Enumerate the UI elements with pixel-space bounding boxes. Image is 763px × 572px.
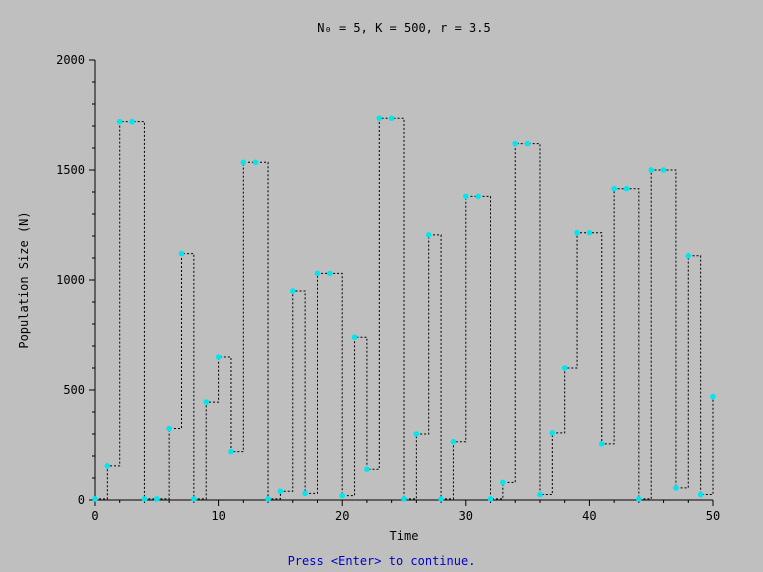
footer-prompt: Press <Enter> to continue. bbox=[288, 554, 476, 568]
chart-container: N₀ = 5, K = 500, r = 3.5 010203040500500… bbox=[0, 0, 763, 572]
population-chart: N₀ = 5, K = 500, r = 3.5 010203040500500… bbox=[0, 0, 763, 572]
y-axis-label: Population Size (N) bbox=[17, 211, 31, 348]
plot-area bbox=[92, 116, 716, 502]
svg-text:0: 0 bbox=[78, 493, 85, 507]
svg-text:40: 40 bbox=[582, 509, 596, 523]
svg-text:500: 500 bbox=[63, 383, 85, 397]
svg-text:0: 0 bbox=[91, 509, 98, 523]
axes: 010203040500500100015002000 bbox=[56, 53, 720, 523]
svg-text:2000: 2000 bbox=[56, 53, 85, 67]
chart-title: N₀ = 5, K = 500, r = 3.5 bbox=[317, 21, 490, 35]
svg-text:10: 10 bbox=[211, 509, 225, 523]
svg-text:1000: 1000 bbox=[56, 273, 85, 287]
svg-text:1500: 1500 bbox=[56, 163, 85, 177]
svg-text:30: 30 bbox=[459, 509, 473, 523]
svg-text:50: 50 bbox=[706, 509, 720, 523]
x-axis-label: Time bbox=[390, 529, 419, 543]
svg-text:20: 20 bbox=[335, 509, 349, 523]
